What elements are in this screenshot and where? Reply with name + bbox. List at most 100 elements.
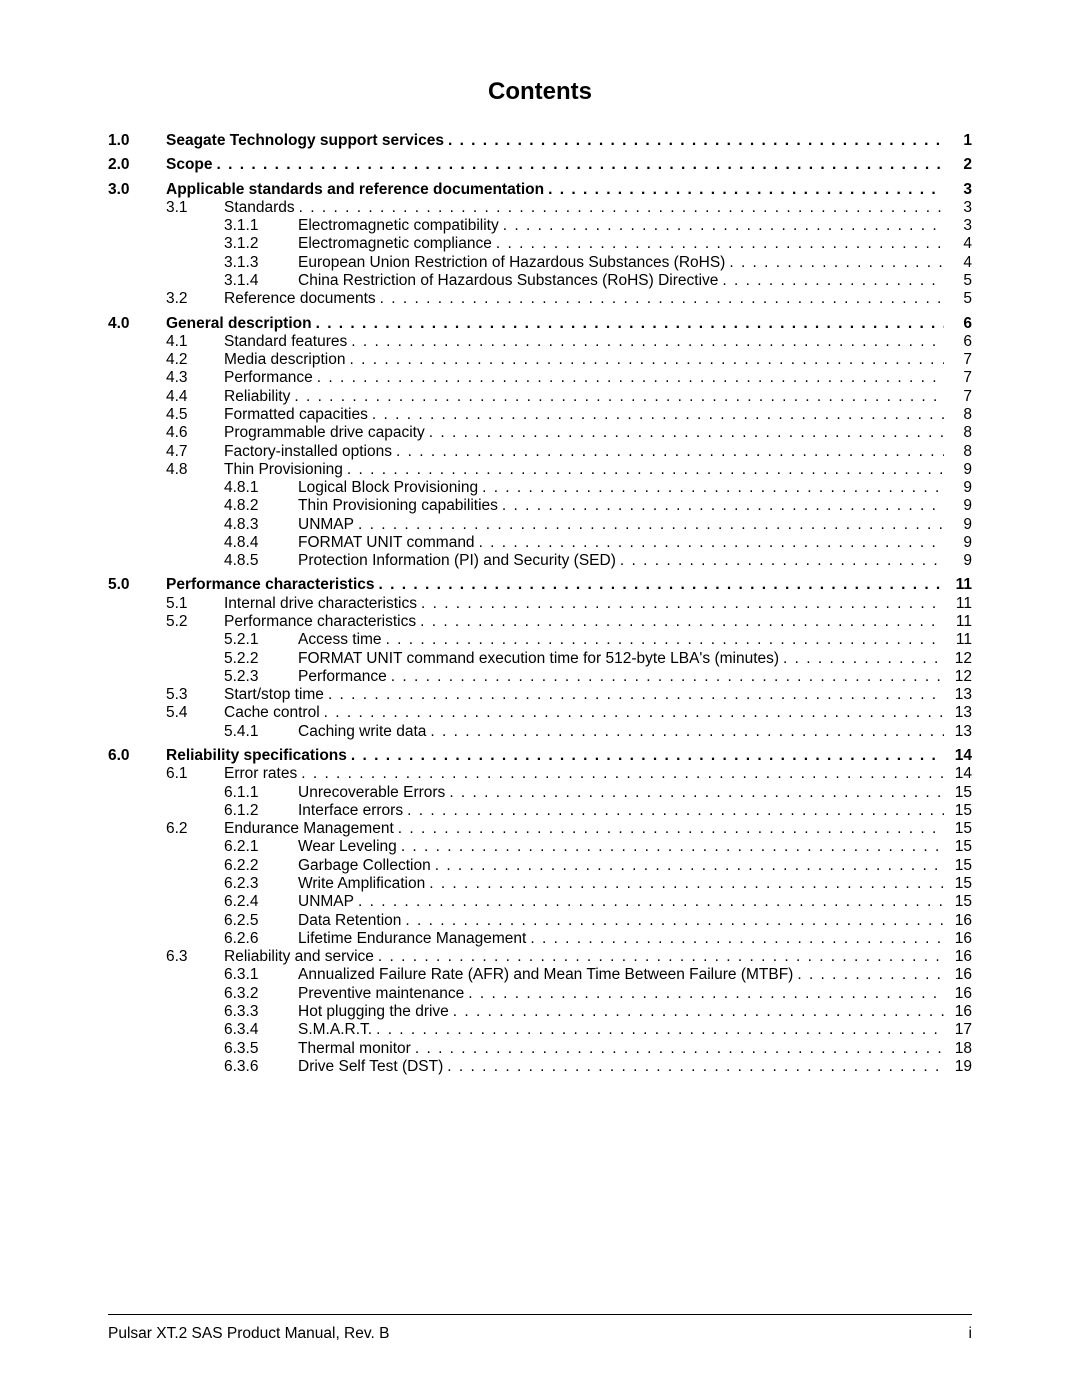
toc-num: 6.3.6 xyxy=(224,1058,298,1076)
toc-leader xyxy=(324,686,944,704)
toc-num: 4.8.2 xyxy=(224,497,298,515)
toc-row: 3.1.1Electromagnetic compatibility3 xyxy=(108,217,972,235)
toc-leader xyxy=(416,613,944,631)
toc-leader xyxy=(779,650,944,668)
toc-leader xyxy=(544,181,944,199)
toc-leader xyxy=(411,1040,944,1058)
toc-row: 5.0Performance characteristics11 xyxy=(108,576,972,594)
toc-row: 6.1.2Interface errors15 xyxy=(108,802,972,820)
toc-row: 4.8.5Protection Information (PI) and Sec… xyxy=(108,552,972,570)
toc-row: 6.2Endurance Management15 xyxy=(108,820,972,838)
toc-num: 6.3.3 xyxy=(224,1003,298,1021)
toc-page: 5 xyxy=(944,290,972,308)
toc-page: 9 xyxy=(944,479,972,497)
toc-page: 15 xyxy=(944,784,972,802)
toc-label: FORMAT UNIT command execution time for 5… xyxy=(298,650,779,668)
toc-label: Wear Leveling xyxy=(298,838,397,856)
toc-label: General description xyxy=(166,315,312,333)
toc-row: 5.2.1Access time11 xyxy=(108,631,972,649)
toc-row: 6.3.6Drive Self Test (DST)19 xyxy=(108,1058,972,1076)
toc-page: 9 xyxy=(944,461,972,479)
toc-label: Performance characteristics xyxy=(224,613,416,631)
toc-leader xyxy=(213,156,944,174)
toc-row: 6.1Error rates14 xyxy=(108,765,972,783)
toc-label: Data Retention xyxy=(298,912,401,930)
toc-leader xyxy=(725,254,944,272)
toc-row: 6.3Reliability and service 16 xyxy=(108,948,972,966)
toc-label: Electromagnetic compliance xyxy=(298,235,492,253)
toc-leader xyxy=(449,1003,944,1021)
toc-num: 4.4 xyxy=(166,388,224,406)
toc-row: 6.1.1Unrecoverable Errors15 xyxy=(108,784,972,802)
toc-num: 5.4.1 xyxy=(224,723,298,741)
toc-row: 6.2.3Write Amplification15 xyxy=(108,875,972,893)
toc-leader xyxy=(347,333,944,351)
toc-label: Seagate Technology support services xyxy=(166,132,444,150)
toc-page: 11 xyxy=(944,576,972,594)
toc-leader xyxy=(425,875,944,893)
toc-leader xyxy=(417,595,944,613)
toc-row: 4.6Programmable drive capacity8 xyxy=(108,424,972,442)
toc-leader xyxy=(492,235,944,253)
toc-row: 3.0Applicable standards and reference do… xyxy=(108,181,972,199)
toc-page: 16 xyxy=(944,948,972,966)
toc-row: 4.8Thin Provisioning9 xyxy=(108,461,972,479)
toc-num: 5.4 xyxy=(166,704,224,722)
toc-num: 4.2 xyxy=(166,351,224,369)
toc-num: 2.0 xyxy=(108,156,166,174)
toc-row: 4.7Factory-installed options8 xyxy=(108,443,972,461)
toc-page: 3 xyxy=(944,181,972,199)
toc-row: 6.2.5Data Retention16 xyxy=(108,912,972,930)
toc-page: 4 xyxy=(944,254,972,272)
toc-row: 4.1Standard features6 xyxy=(108,333,972,351)
toc-leader xyxy=(718,272,944,290)
toc-page: 13 xyxy=(944,686,972,704)
toc-page: 7 xyxy=(944,351,972,369)
toc-row: 5.1Internal drive characteristics11 xyxy=(108,595,972,613)
toc-row: 6.2.1Wear Leveling15 xyxy=(108,838,972,856)
toc-page: 15 xyxy=(944,802,972,820)
toc-row: 4.5Formatted capacities8 xyxy=(108,406,972,424)
toc-label: Reliability and service xyxy=(224,948,374,966)
toc-label: Endurance Management xyxy=(224,820,394,838)
toc-row: 4.8.4FORMAT UNIT command9 xyxy=(108,534,972,552)
toc-page: 15 xyxy=(944,875,972,893)
toc-row: 4.3Performance7 xyxy=(108,369,972,387)
toc-row: 6.2.4UNMAP15 xyxy=(108,893,972,911)
toc-num: 5.2.2 xyxy=(224,650,298,668)
toc-num: 4.8.1 xyxy=(224,479,298,497)
toc-num: 3.2 xyxy=(166,290,224,308)
toc-leader xyxy=(372,1021,944,1039)
toc-num: 6.0 xyxy=(108,747,166,765)
toc-page: 9 xyxy=(944,516,972,534)
toc-label: Garbage Collection xyxy=(298,857,431,875)
toc-label: Preventive maintenance xyxy=(298,985,464,1003)
toc-num: 6.3.4 xyxy=(224,1021,298,1039)
toc-page: 18 xyxy=(944,1040,972,1058)
toc-row: 3.1Standards3 xyxy=(108,199,972,217)
toc-page: 7 xyxy=(944,369,972,387)
toc-leader xyxy=(526,930,944,948)
toc-label: Internal drive characteristics xyxy=(224,595,417,613)
page-footer: Pulsar XT.2 SAS Product Manual, Rev. B i xyxy=(108,1314,972,1343)
toc-page: 9 xyxy=(944,552,972,570)
toc-num: 6.3 xyxy=(166,948,224,966)
toc-num: 3.1 xyxy=(166,199,224,217)
toc-row: 3.1.4China Restriction of Hazardous Subs… xyxy=(108,272,972,290)
toc-num: 6.1 xyxy=(166,765,224,783)
toc-page: 16 xyxy=(944,985,972,1003)
toc-label: Interface errors xyxy=(298,802,403,820)
toc-leader xyxy=(295,199,944,217)
toc-row: 5.4Cache control13 xyxy=(108,704,972,722)
toc-num: 6.2.5 xyxy=(224,912,298,930)
toc-label: Hot plugging the drive xyxy=(298,1003,449,1021)
toc-num: 6.2.6 xyxy=(224,930,298,948)
toc-leader xyxy=(320,704,944,722)
toc-leader xyxy=(368,406,944,424)
toc-label: Reliability specifications xyxy=(166,747,347,765)
toc-page: 16 xyxy=(944,930,972,948)
toc-leader xyxy=(374,948,944,966)
toc-leader xyxy=(443,1058,944,1076)
toc-label: Cache control xyxy=(224,704,320,722)
toc-page: 14 xyxy=(944,765,972,783)
